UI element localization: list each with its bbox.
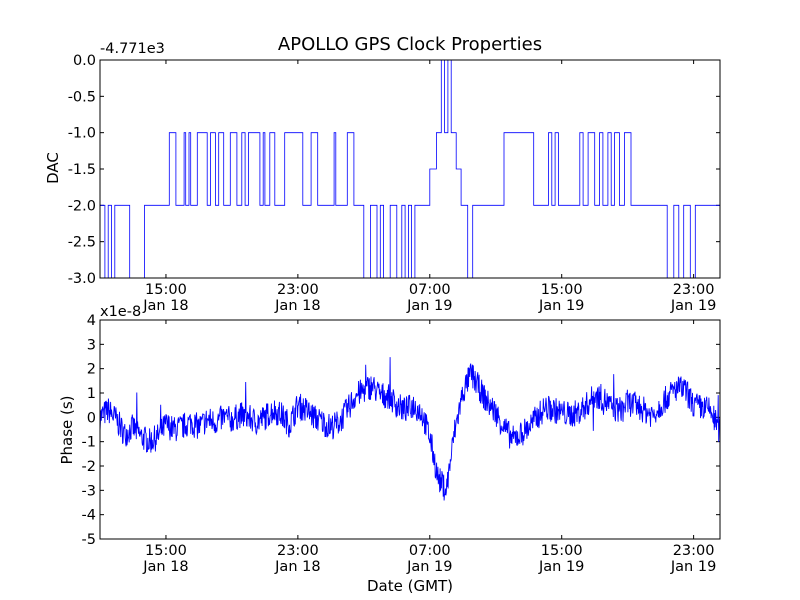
phase-ytick-label: 3 [87,337,96,353]
phase-xtick-date: Jan 18 [142,559,188,575]
phase-ytick-label: -1 [82,435,96,451]
phase-plot-frame [99,319,721,540]
phase-ytick-label: 4 [87,313,96,329]
dac-ylabel: DAC [44,152,62,184]
chart-title: APOLLO GPS Clock Properties [278,34,542,55]
dac-ytick-label: -3.0 [68,271,96,287]
dac-ytick-label: -0.5 [68,89,96,105]
phase-xlabel: Date (GMT) [367,577,453,595]
phase-panel: x1e-8 Phase (s) Date (GMT) 4 3 2 1 0 -1 -2 -3 -4… [58,304,721,595]
dac-series-line [100,60,720,278]
phase-ytick-label: 0 [87,410,96,426]
dac-plot-frame [99,59,721,279]
phase-xtick-time: 23:00 [673,543,715,559]
dac-xtick-time: 15:00 [145,282,187,298]
dac-xtick-date: Jan 19 [538,298,584,314]
dac-xtick-date: Jan 19 [406,298,452,314]
dac-ytick-label: 0.0 [73,53,96,69]
phase-xtick-date: Jan 19 [406,559,452,575]
phase-ytick-label: -2 [82,459,96,475]
phase-series-line [100,357,720,501]
phase-ytick-label: -4 [82,508,96,524]
phase-xtick-date: Jan 18 [274,559,320,575]
phase-ytick-label: -5 [82,532,96,548]
phase-xtick-time: 15:00 [541,543,583,559]
dac-panel: APOLLO GPS Clock Properties -4.771e3 DAC… [44,34,721,314]
phase-xtick-date: Jan 19 [670,559,716,575]
phase-ytick-label: 2 [87,362,96,378]
dac-offset-text: -4.771e3 [100,41,165,57]
dac-ytick-label: -2.5 [68,235,96,251]
dac-xtick-time: 15:00 [541,282,583,298]
dac-ytick-label: -1.0 [68,126,96,142]
dac-xtick-time: 07:00 [409,282,451,298]
dac-xtick-date: Jan 18 [142,298,188,314]
phase-ytick-label: -3 [82,483,96,499]
phase-offset-text: x1e-8 [100,304,141,320]
dac-xtick-time: 23:00 [673,282,715,298]
phase-xtick-time: 23:00 [277,543,319,559]
phase-xtick-time: 15:00 [145,543,187,559]
dac-ytick-label: -2.0 [68,198,96,214]
dac-xtick-date: Jan 18 [274,298,320,314]
dac-ytick-label: -1.5 [68,162,96,178]
phase-xtick-date: Jan 19 [538,559,584,575]
dac-xtick-date: Jan 19 [670,298,716,314]
dac-xtick-time: 23:00 [277,282,319,298]
phase-ylabel: Phase (s) [58,395,76,464]
phase-ytick-label: 1 [87,386,96,402]
phase-xtick-time: 07:00 [409,543,451,559]
